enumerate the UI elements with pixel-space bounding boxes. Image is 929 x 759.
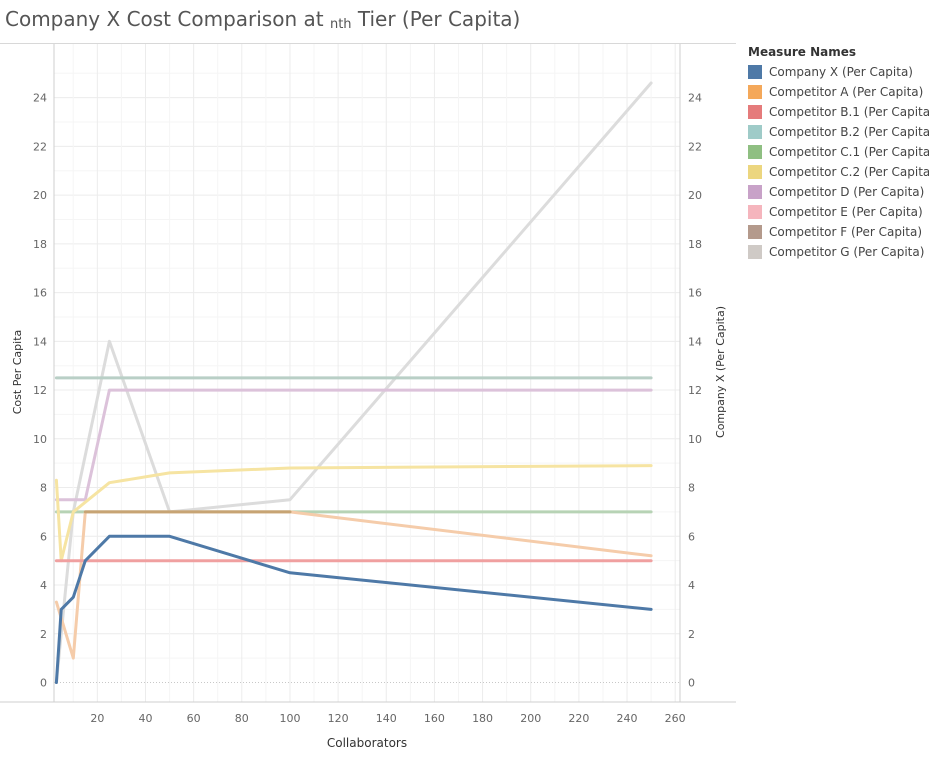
legend-item[interactable]: Competitor F (Per Capita) xyxy=(748,222,929,242)
x-tick-label: 220 xyxy=(568,712,589,725)
legend-item[interactable]: Competitor B.2 (Per Capita) xyxy=(748,122,929,142)
y-tick-label-right: 22 xyxy=(688,140,702,153)
x-axis-label: Collaborators xyxy=(327,736,407,750)
legend-swatch xyxy=(748,125,762,139)
x-tick-label: 40 xyxy=(138,712,152,725)
y-tick-label-right: 6 xyxy=(688,530,695,543)
series-lines xyxy=(54,81,653,684)
legend-label: Competitor D (Per Capita) xyxy=(769,185,925,199)
chart-axes xyxy=(0,44,736,703)
y-tick-label: 0 xyxy=(40,677,47,690)
legend-item[interactable]: Competitor C.2 (Per Capita) xyxy=(748,162,929,182)
legend-swatch xyxy=(748,185,762,199)
x-tick-label: 200 xyxy=(520,712,541,725)
y-tick-label: 14 xyxy=(33,335,47,348)
y-tick-label: 4 xyxy=(40,579,47,592)
x-tick-label: 60 xyxy=(187,712,201,725)
y-tick-label-right: 14 xyxy=(688,335,702,348)
legend: Measure Names Company X (Per Capita) Comp… xyxy=(748,45,929,262)
legend-title: Measure Names xyxy=(748,45,857,59)
x-tick-label: 180 xyxy=(472,712,493,725)
legend-items: Company X (Per Capita) Competitor A (Per … xyxy=(748,62,929,262)
y-tick-label-right: 8 xyxy=(688,482,695,495)
legend-item[interactable]: Competitor A (Per Capita) xyxy=(748,82,929,102)
y-tick-label-right: 4 xyxy=(688,579,695,592)
y-tick-label-right: 0 xyxy=(688,677,695,690)
y-tick-label: 24 xyxy=(33,92,47,105)
legend-item[interactable]: Competitor B.1 (Per Capita) xyxy=(748,102,929,122)
x-tick-label: 140 xyxy=(376,712,397,725)
y-tick-label-right: 20 xyxy=(688,189,702,202)
legend-item[interactable]: Competitor D (Per Capita) xyxy=(748,182,929,202)
y-tick-label: 12 xyxy=(33,384,47,397)
x-tick-label: 120 xyxy=(328,712,349,725)
legend-label: Competitor C.1 (Per Capita) xyxy=(769,145,929,159)
y-tick-label: 2 xyxy=(40,628,47,641)
legend-swatch xyxy=(748,165,762,179)
legend-label: Competitor B.1 (Per Capita) xyxy=(769,105,929,119)
series-line xyxy=(54,388,653,502)
title-subscript: nth xyxy=(329,17,352,32)
x-tick-label: 20 xyxy=(90,712,104,725)
legend-label: Competitor C.2 (Per Capita) xyxy=(769,165,929,179)
y-tick-label-right: 16 xyxy=(688,287,702,300)
legend-label: Competitor E (Per Capita) xyxy=(769,205,923,219)
x-tick-label: 260 xyxy=(665,712,686,725)
legend-swatch xyxy=(748,245,762,259)
y-tick-label-right: 24 xyxy=(688,92,702,105)
y-tick-label-right: 18 xyxy=(688,238,702,251)
legend-label: Company X (Per Capita) xyxy=(769,65,913,79)
y-axis-label: Cost Per Capita xyxy=(11,330,24,415)
y-tick-label: 20 xyxy=(33,189,47,202)
chart-title: Company X Cost Comparison at nth Tier (P… xyxy=(5,7,521,32)
y-tick-label-right: 2 xyxy=(688,628,695,641)
legend-item[interactable]: Competitor C.1 (Per Capita) xyxy=(748,142,929,162)
series-line xyxy=(54,81,653,684)
legend-swatch xyxy=(748,225,762,239)
legend-label: Competitor F (Per Capita) xyxy=(769,225,923,239)
legend-item[interactable]: Company X (Per Capita) xyxy=(748,62,929,82)
y-tick-label: 6 xyxy=(40,530,47,543)
x-tick-label: 240 xyxy=(617,712,638,725)
x-tick-label: 100 xyxy=(279,712,300,725)
title-divider xyxy=(0,43,736,44)
legend-swatch xyxy=(748,65,762,79)
legend-swatch xyxy=(748,205,762,219)
x-tick-label: 160 xyxy=(424,712,445,725)
y-tick-label: 18 xyxy=(33,238,47,251)
legend-label: Competitor G (Per Capita) xyxy=(769,245,925,259)
y-tick-label-right: 10 xyxy=(688,433,702,446)
y-axis-right-label: Company X (Per Capita) xyxy=(714,306,727,438)
legend-swatch xyxy=(748,85,762,99)
legend-label: Competitor B.2 (Per Capita) xyxy=(769,125,929,139)
legend-swatch xyxy=(748,105,762,119)
series-line xyxy=(54,534,653,684)
y-tick-label-right: 12 xyxy=(688,384,702,397)
y-tick-label: 16 xyxy=(33,287,47,300)
y-tick-label: 22 xyxy=(33,140,47,153)
legend-label: Competitor A (Per Capita) xyxy=(769,85,924,99)
legend-swatch xyxy=(748,145,762,159)
x-tick-label: 80 xyxy=(235,712,249,725)
legend-item[interactable]: Competitor E (Per Capita) xyxy=(748,202,929,222)
y-tick-label: 8 xyxy=(40,482,47,495)
legend-item[interactable]: Competitor G (Per Capita) xyxy=(748,242,929,262)
y-tick-label: 10 xyxy=(33,433,47,446)
